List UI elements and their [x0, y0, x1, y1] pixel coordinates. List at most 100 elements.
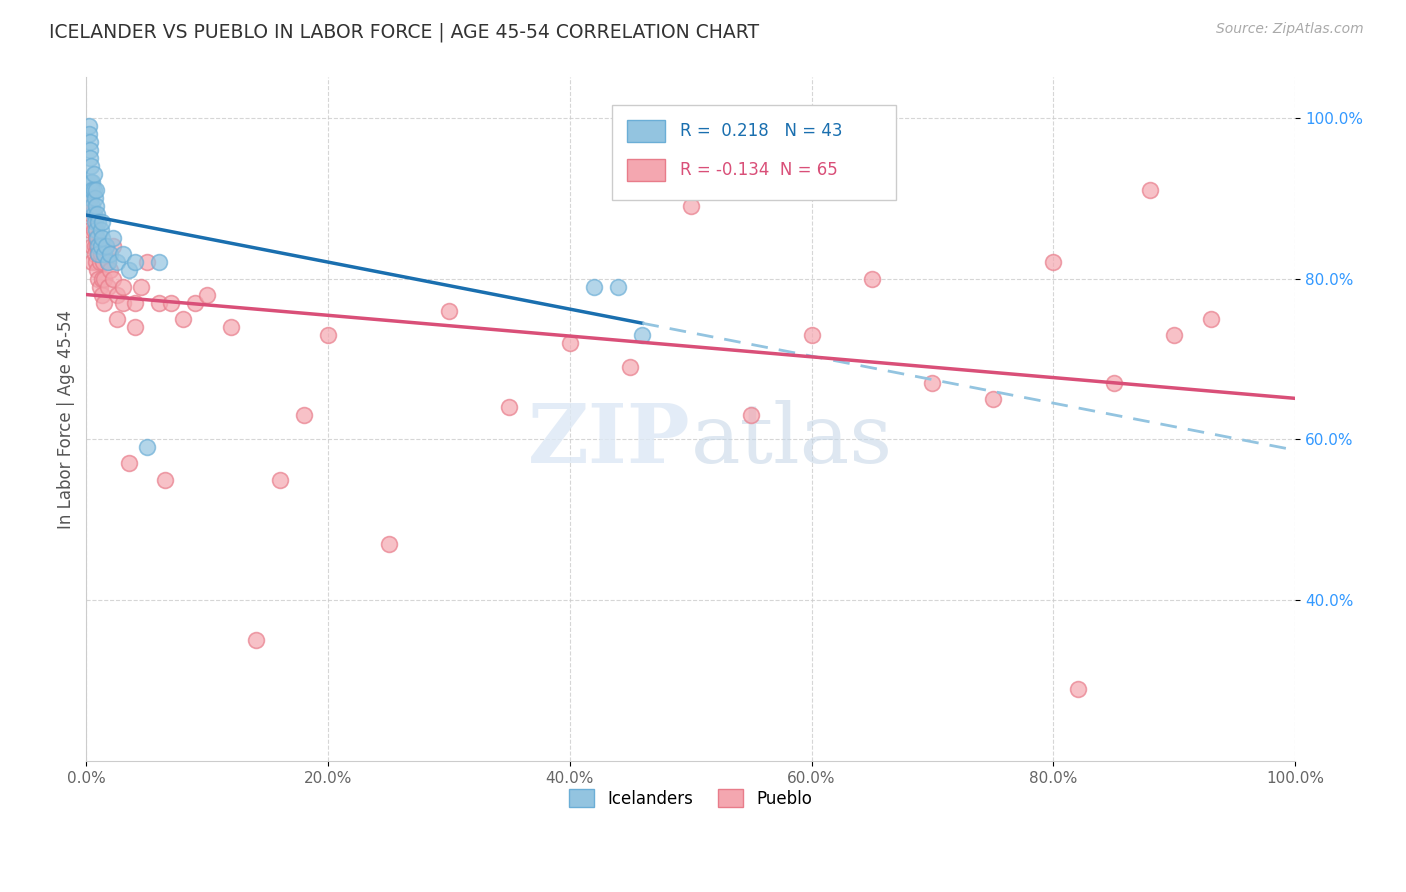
Point	[87, 239, 110, 253]
Point	[90, 223, 112, 237]
Point	[91, 287, 114, 301]
Point	[83, 215, 105, 229]
Point	[921, 376, 943, 390]
Point	[83, 207, 105, 221]
Point	[82, 239, 104, 253]
Point	[195, 287, 218, 301]
Point	[90, 247, 112, 261]
Point	[86, 239, 108, 253]
Point	[87, 271, 110, 285]
Point	[97, 255, 120, 269]
Point	[1199, 311, 1222, 326]
Point	[437, 303, 460, 318]
Point	[679, 199, 702, 213]
Point	[619, 359, 641, 374]
Point	[89, 255, 111, 269]
Point	[91, 271, 114, 285]
Point	[117, 263, 139, 277]
Point	[111, 247, 134, 261]
Point	[135, 255, 157, 269]
Point	[631, 327, 654, 342]
Point	[83, 223, 105, 237]
Point	[93, 247, 115, 261]
Point	[77, 191, 100, 205]
Point	[79, 135, 101, 149]
Point	[79, 143, 101, 157]
Point	[111, 295, 134, 310]
Point	[981, 392, 1004, 406]
Point	[221, 319, 243, 334]
Point	[100, 263, 122, 277]
Point	[87, 215, 110, 229]
FancyBboxPatch shape	[612, 104, 896, 201]
Point	[377, 537, 399, 551]
Point	[101, 231, 124, 245]
Point	[79, 223, 101, 237]
Point	[105, 311, 128, 326]
Point	[91, 215, 114, 229]
Point	[93, 295, 115, 310]
Text: R = -0.134  N = 65: R = -0.134 N = 65	[681, 161, 838, 178]
Point	[77, 127, 100, 141]
Point	[148, 295, 170, 310]
Point	[87, 247, 110, 261]
Point	[80, 183, 103, 197]
Point	[1042, 255, 1064, 269]
Point	[84, 231, 107, 245]
Point	[84, 255, 107, 269]
Point	[86, 231, 108, 245]
Point	[607, 279, 630, 293]
FancyBboxPatch shape	[627, 159, 665, 181]
Point	[86, 207, 108, 221]
Point	[153, 473, 176, 487]
Point	[160, 295, 183, 310]
Point	[1139, 183, 1161, 197]
Point	[83, 247, 105, 261]
Point	[111, 279, 134, 293]
Text: ZIP: ZIP	[529, 400, 690, 480]
Point	[84, 199, 107, 213]
Legend: Icelanders, Pueblo: Icelanders, Pueblo	[562, 783, 820, 814]
Point	[83, 191, 105, 205]
Point	[800, 327, 823, 342]
Point	[124, 255, 146, 269]
Point	[148, 255, 170, 269]
Point	[94, 239, 117, 253]
Point	[135, 441, 157, 455]
Point	[82, 175, 104, 189]
Point	[87, 247, 110, 261]
Point	[860, 271, 883, 285]
Point	[80, 191, 103, 205]
Point	[100, 247, 122, 261]
Point	[129, 279, 152, 293]
Point	[558, 335, 581, 350]
Point	[83, 239, 105, 253]
Point	[82, 183, 104, 197]
Point	[94, 239, 117, 253]
Point	[124, 295, 146, 310]
Point	[82, 255, 104, 269]
Point	[83, 183, 105, 197]
Point	[84, 223, 107, 237]
Text: Source: ZipAtlas.com: Source: ZipAtlas.com	[1216, 22, 1364, 37]
Point	[86, 263, 108, 277]
Point	[91, 255, 114, 269]
Point	[80, 175, 103, 189]
Point	[316, 327, 339, 342]
Point	[82, 199, 104, 213]
Point	[90, 239, 112, 253]
Point	[582, 279, 605, 293]
Point	[1102, 376, 1125, 390]
Point	[89, 279, 111, 293]
Point	[79, 151, 101, 165]
Point	[105, 255, 128, 269]
Point	[269, 473, 291, 487]
Y-axis label: In Labor Force | Age 45-54: In Labor Force | Age 45-54	[58, 310, 75, 529]
Point	[93, 271, 115, 285]
Point	[1163, 327, 1185, 342]
Point	[740, 409, 762, 423]
Text: ICELANDER VS PUEBLO IN LABOR FORCE | AGE 45-54 CORRELATION CHART: ICELANDER VS PUEBLO IN LABOR FORCE | AGE…	[49, 22, 759, 42]
Point	[1066, 681, 1088, 696]
Point	[97, 279, 120, 293]
Point	[245, 633, 267, 648]
